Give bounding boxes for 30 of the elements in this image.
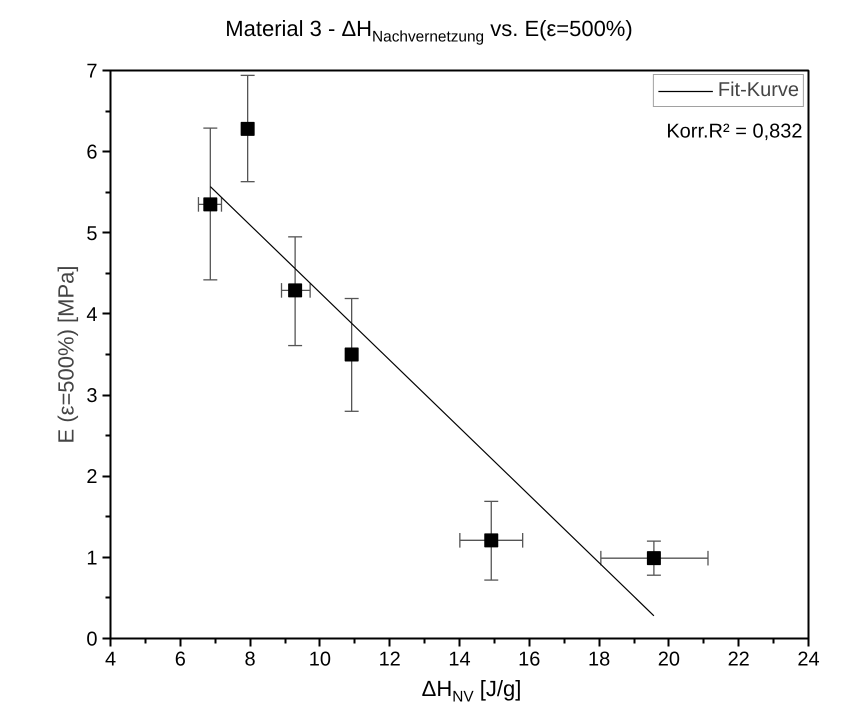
annotation: Korr.R² = 0,832 xyxy=(666,120,803,142)
point xyxy=(288,283,302,298)
x-tick-label: 8 xyxy=(244,648,256,670)
y-tick-label: 0 xyxy=(86,628,98,650)
x-tick-label: 4 xyxy=(104,648,116,670)
point xyxy=(646,551,661,566)
y-axis-title: E (ε=500%) [MPa] xyxy=(53,266,78,444)
point xyxy=(240,122,255,136)
x-tick-label: 22 xyxy=(728,648,750,670)
x-tick-label: 24 xyxy=(797,648,820,670)
x-tick-label: 12 xyxy=(378,648,401,670)
legend-label: Fit-Kurve xyxy=(718,79,799,102)
x-tick-label: 6 xyxy=(174,648,186,670)
point xyxy=(484,533,498,548)
y-tick-label: 6 xyxy=(86,142,98,164)
x-tick-label: 14 xyxy=(448,648,471,670)
y-tick-label: 3 xyxy=(86,385,98,408)
y-tick-label: 2 xyxy=(86,466,98,488)
y-tick-label: 1 xyxy=(86,547,98,570)
x-tick-label: 16 xyxy=(518,648,540,670)
x-axis-title: ΔH$_{NV}$ [J/g] xyxy=(422,675,522,708)
x-tick-label: 10 xyxy=(308,648,332,670)
x-tick-label: 20 xyxy=(658,648,680,670)
point xyxy=(344,348,359,362)
point xyxy=(203,197,218,212)
y-tick-label: 7 xyxy=(86,60,98,82)
chart-title: Material 3 - ΔH$_{Nachvernetzung}$ vs. E(ε=500%) xyxy=(225,15,633,48)
y-tick-label: 4 xyxy=(86,304,98,326)
y-tick-label: 5 xyxy=(86,222,98,245)
x-tick-label: 18 xyxy=(588,648,610,670)
